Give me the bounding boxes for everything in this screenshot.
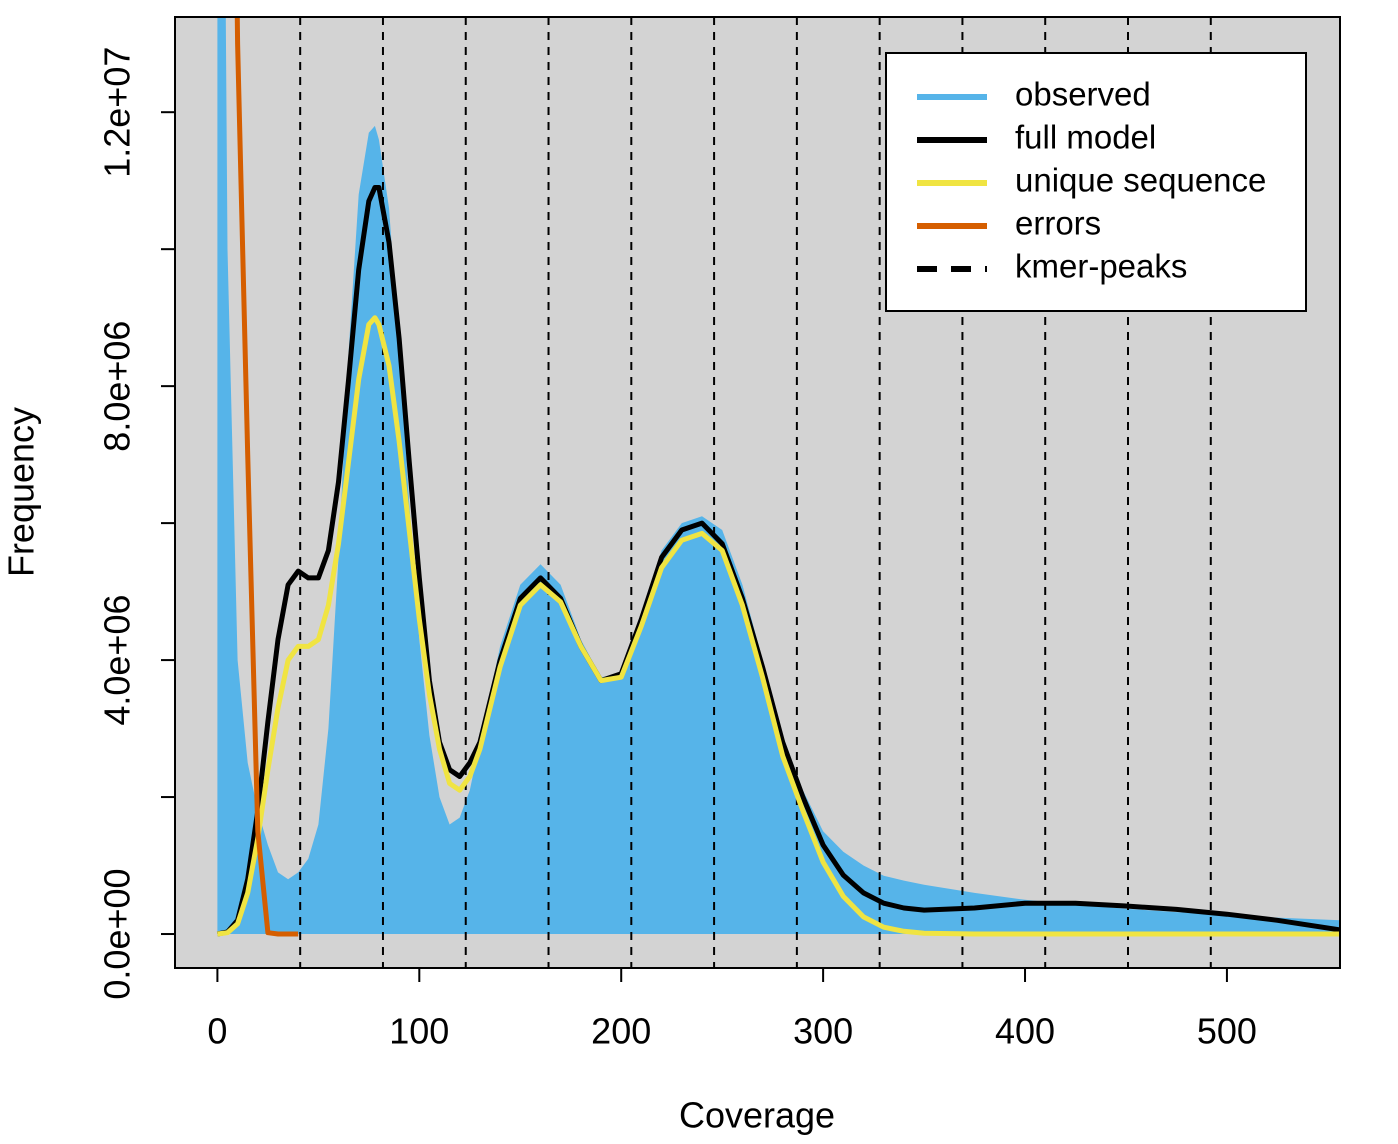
x-tick-label: 100 bbox=[389, 1011, 449, 1052]
legend-label: observed bbox=[1015, 76, 1151, 113]
x-axis-label: Coverage bbox=[679, 1095, 835, 1136]
legend-label: full model bbox=[1015, 119, 1156, 156]
x-tick-label: 200 bbox=[591, 1011, 651, 1052]
y-tick-label: 4.0e+06 bbox=[97, 595, 138, 726]
axes: 0 100 200 300 400 500 0.0e+00 4.0e+06 8.0e+06 1.2… bbox=[97, 47, 1257, 1052]
series-line bbox=[217, 315, 1340, 937]
legend: observed full model unique sequence errors k… bbox=[885, 52, 1307, 312]
x-tick-label: 0 bbox=[207, 1011, 227, 1052]
y-tick-label: 0.0e+00 bbox=[97, 868, 138, 999]
observed-area bbox=[217, 17, 1340, 935]
x-tick-label: 300 bbox=[793, 1011, 853, 1052]
plot-area bbox=[216, 17, 1340, 968]
legend-label: unique sequence bbox=[1015, 162, 1266, 199]
y-tick-label: 1.2e+07 bbox=[97, 47, 138, 178]
x-tick-label: 500 bbox=[1197, 1011, 1257, 1052]
legend-label: kmer-peaks bbox=[1015, 248, 1187, 285]
x-tick-label: 400 bbox=[995, 1011, 1055, 1052]
y-tick-label: 8.0e+06 bbox=[97, 321, 138, 452]
legend-label: errors bbox=[1015, 205, 1101, 242]
series-line bbox=[234, 17, 299, 937]
y-axis-label: Frequency bbox=[1, 407, 42, 577]
